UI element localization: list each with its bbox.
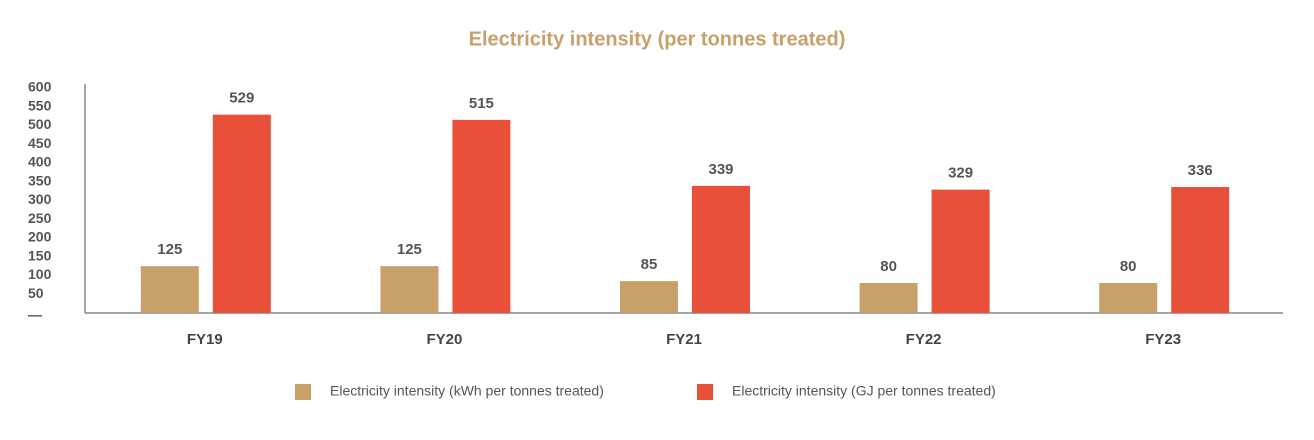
y-tick-label: 150 bbox=[28, 247, 52, 263]
y-tick-label: 50 bbox=[28, 285, 44, 301]
y-tick-label: 550 bbox=[28, 97, 52, 113]
x-tick-label: FY23 bbox=[1145, 331, 1181, 348]
y-tick-label: 250 bbox=[28, 210, 52, 226]
x-tick-label: FY21 bbox=[666, 331, 702, 348]
bar bbox=[140, 266, 199, 313]
value-label: 125 bbox=[157, 241, 182, 258]
legend-label: Electricity intensity (GJ per tonnes tre… bbox=[732, 383, 996, 399]
value-label: 336 bbox=[1188, 162, 1213, 179]
y-tick-label: 600 bbox=[28, 79, 52, 95]
y-tick-label: 450 bbox=[28, 135, 52, 151]
bar bbox=[931, 189, 990, 313]
y-tick-label: 200 bbox=[28, 229, 52, 245]
bar bbox=[1171, 187, 1230, 313]
bar bbox=[452, 119, 511, 313]
value-label: 329 bbox=[948, 165, 973, 182]
y-tick-label: 500 bbox=[28, 116, 52, 132]
x-tick-label: FY19 bbox=[187, 331, 223, 348]
chart-title: Electricity intensity (per tonnes treate… bbox=[469, 28, 846, 50]
x-tick-label: FY22 bbox=[906, 331, 942, 348]
bar bbox=[620, 281, 678, 313]
bar bbox=[212, 114, 271, 313]
bar bbox=[1099, 283, 1158, 313]
legend-swatch bbox=[697, 384, 713, 400]
bar bbox=[380, 266, 439, 313]
legend-label: Electricity intensity (kWh per tonnes tr… bbox=[330, 383, 604, 399]
x-tick-label: FY20 bbox=[426, 331, 462, 348]
legend-swatch bbox=[295, 384, 311, 400]
value-label: 529 bbox=[229, 90, 254, 107]
value-label: 515 bbox=[469, 95, 494, 112]
value-label: 80 bbox=[880, 258, 897, 275]
bar bbox=[859, 283, 918, 313]
y-tick-label: 350 bbox=[28, 172, 52, 188]
value-label: 80 bbox=[1120, 258, 1137, 275]
y-tick-label: 300 bbox=[28, 191, 52, 207]
y-tick-label: — bbox=[28, 307, 42, 323]
value-label: 339 bbox=[708, 161, 733, 178]
y-tick-label: 400 bbox=[28, 154, 52, 170]
value-label: 125 bbox=[397, 241, 422, 258]
bar bbox=[692, 185, 750, 313]
y-tick-label: 100 bbox=[28, 266, 52, 282]
value-label: 85 bbox=[641, 256, 658, 273]
